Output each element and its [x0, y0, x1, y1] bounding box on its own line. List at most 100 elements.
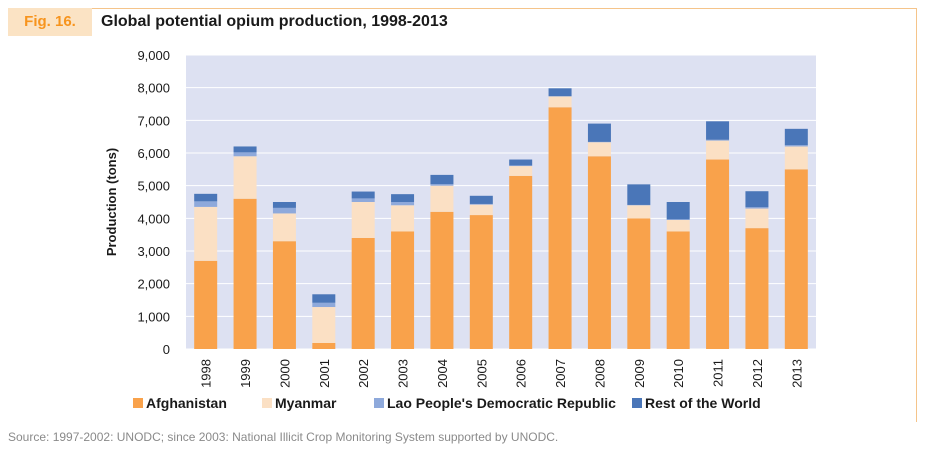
legend-swatch — [632, 398, 642, 408]
bar-segment — [351, 202, 375, 238]
bar-segment — [784, 146, 808, 170]
bar-segment — [509, 165, 533, 167]
bar-segment — [351, 237, 375, 349]
bar-segment — [587, 142, 611, 157]
y-axis-title: Production (tons) — [104, 148, 119, 256]
bar-segment — [391, 194, 415, 202]
bar-segment — [587, 123, 611, 142]
bar-segment — [194, 193, 218, 202]
bar-segment — [391, 205, 415, 232]
bar-segment — [430, 185, 454, 212]
bar-segment — [587, 156, 611, 349]
y-tick-label: 9,000 — [137, 48, 170, 63]
bar-segment — [312, 294, 336, 303]
y-tick-label: 7,000 — [137, 113, 170, 128]
bars — [194, 88, 808, 350]
bar-segment — [391, 231, 415, 349]
x-tick-label: 2002 — [356, 359, 371, 388]
legend-swatch — [133, 398, 143, 408]
bar-segment — [548, 88, 572, 97]
bar-segment — [272, 207, 296, 214]
x-tick-label: 2006 — [514, 359, 529, 388]
bar-segment — [312, 307, 336, 343]
bar-segment — [351, 198, 375, 202]
bar-segment — [745, 228, 769, 349]
figure-title: Global potential opium production, 1998-… — [101, 13, 448, 30]
x-axis-ticks: 1998 1999 2000 2001 2002 2003 2004 2005 2006 2007… — [199, 359, 805, 388]
legend-label: Rest of the World — [645, 395, 761, 411]
y-tick-label: 3,000 — [137, 244, 170, 259]
bar-segment — [627, 218, 651, 349]
x-tick-label: 2003 — [396, 359, 411, 388]
y-tick-label: 4,000 — [137, 211, 170, 226]
bar-segment — [627, 205, 651, 219]
bar-segment — [194, 260, 218, 349]
bar-segment — [745, 208, 769, 229]
x-tick-label: 2000 — [277, 359, 292, 388]
figure-frame — [8, 8, 917, 422]
bar-segment — [469, 195, 493, 204]
legend-label: Afghanistan — [146, 395, 227, 411]
bar-segment — [430, 184, 454, 186]
x-tick-label: 2008 — [592, 359, 607, 388]
bar-segment — [233, 156, 257, 199]
bar-segment — [233, 152, 257, 157]
y-tick-label: 8,000 — [137, 81, 170, 96]
bar-segment — [706, 140, 730, 160]
bar-segment — [233, 146, 257, 153]
bar-segment — [706, 139, 730, 141]
bar-segment — [666, 202, 690, 220]
bar-segment — [548, 96, 572, 108]
bar-segment — [233, 198, 257, 349]
x-tick-label: 2012 — [750, 359, 765, 388]
bar-segment — [745, 191, 769, 208]
bar-segment — [430, 211, 454, 349]
bar-segment — [272, 202, 296, 208]
x-tick-label: 1999 — [238, 359, 253, 388]
bar-segment — [784, 128, 808, 146]
bar-segment — [351, 191, 375, 199]
x-tick-label: 2004 — [435, 359, 450, 388]
legend-item: Myanmar — [262, 395, 337, 411]
bar-segment — [469, 215, 493, 349]
bar-segment — [312, 302, 336, 308]
figure-label: Fig. 16. — [8, 8, 92, 36]
legend-label: Myanmar — [275, 395, 337, 411]
bar-segment — [509, 175, 533, 349]
bar-segment — [469, 204, 493, 216]
bar-segment — [312, 342, 336, 349]
x-tick-label: 2005 — [474, 359, 489, 388]
x-tick-label: 2011 — [711, 359, 726, 387]
bar-segment — [666, 231, 690, 349]
bar-segment — [194, 201, 218, 207]
bar-segment — [627, 184, 651, 205]
legend-item: Lao People's Democratic Republic — [374, 395, 616, 411]
bar-segment — [745, 207, 769, 209]
legend-label: Lao People's Democratic Republic — [387, 395, 616, 411]
bar-segment — [509, 159, 533, 166]
x-tick-label: 2009 — [632, 359, 647, 388]
bar-segment — [272, 241, 296, 349]
legend-swatch — [374, 398, 384, 408]
x-tick-label: 2010 — [671, 359, 686, 388]
y-axis-ticks: 0 1,000 2,000 3,000 4,000 5,000 6,000 7,000 8,00… — [137, 48, 170, 357]
bar-segment — [706, 121, 730, 140]
y-tick-label: 1,000 — [137, 309, 170, 324]
legend: Afghanistan Myanmar Lao People's Democrati… — [133, 395, 761, 411]
y-tick-label: 6,000 — [137, 146, 170, 161]
bar-segment — [784, 169, 808, 349]
x-tick-label: 2007 — [553, 359, 568, 388]
y-tick-label: 0 — [163, 342, 170, 357]
bar-segment — [666, 219, 690, 232]
x-tick-label: 1998 — [199, 359, 214, 388]
legend-item: Afghanistan — [133, 395, 227, 411]
x-tick-label: 2001 — [317, 359, 332, 388]
bar-segment — [272, 213, 296, 242]
bar-segment — [706, 159, 730, 349]
bar-segment — [666, 219, 690, 220]
y-tick-label: 5,000 — [137, 179, 170, 194]
bar-segment — [784, 145, 808, 147]
bar-segment — [194, 206, 218, 261]
source-note: Source: 1997-2002: UNODC; since 2003: Na… — [8, 430, 559, 444]
